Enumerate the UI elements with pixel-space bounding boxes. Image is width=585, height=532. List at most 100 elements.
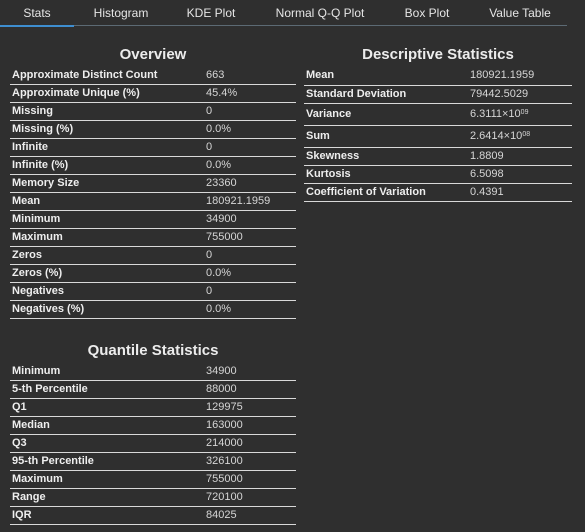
stat-value: 326100 <box>206 452 296 472</box>
stat-value: 0.0% <box>206 156 296 176</box>
stat-label: IQR <box>10 506 206 526</box>
stat-label: Q3 <box>10 434 206 454</box>
stat-value: 663 <box>206 67 296 86</box>
stat-value-text: 0 <box>206 105 213 118</box>
stat-value-text: 663 <box>206 69 225 82</box>
descriptive-statistics-title: Descriptive Statistics <box>362 46 514 63</box>
stat-value-text: 180921.1959 <box>470 69 535 82</box>
descriptive-row: Variance 6.3111×1009 <box>304 103 572 126</box>
stat-label: Mean <box>10 192 206 212</box>
overview-row: Missing (%) 0.0% <box>10 120 296 140</box>
overview-row: Zeros 0 <box>10 246 296 266</box>
stat-value-text: 2.6414×10 <box>470 129 523 142</box>
stat-value-text: 326100 <box>206 455 243 468</box>
tab-stats[interactable]: Stats <box>0 0 74 27</box>
stat-value-text: 720100 <box>206 491 243 504</box>
tab-normal-qq-plot[interactable]: Normal Q-Q Plot <box>275 6 365 20</box>
descriptive-row: Kurtosis 6.5098 <box>304 165 572 184</box>
stat-value-exponent: 08 <box>522 130 531 138</box>
stat-label: Missing <box>10 102 206 122</box>
stat-value: 755000 <box>206 470 296 490</box>
stat-value: 34900 <box>206 210 296 230</box>
stat-value-text: 129975 <box>206 401 243 414</box>
tab-bar: Stats Histogram KDE Plot Normal Q-Q Plot… <box>0 0 585 27</box>
stat-label: Standard Deviation <box>304 85 470 104</box>
stat-value: 180921.1959 <box>470 67 572 86</box>
overview-row: Memory Size 23360 <box>10 174 296 194</box>
stat-label: Missing (%) <box>10 120 206 140</box>
stat-value: 180921.1959 <box>206 192 296 212</box>
stat-label: 95-th Percentile <box>10 452 206 472</box>
stat-value: 79442.5029 <box>470 85 572 104</box>
quantile-row: Median 163000 <box>10 416 296 436</box>
stat-value: 0.0% <box>206 300 296 320</box>
stat-value: 214000 <box>206 434 296 454</box>
overview-row: Maximum 755000 <box>10 228 296 248</box>
overview-row: Missing 0 <box>10 102 296 122</box>
stat-value-text: 0.4391 <box>470 185 504 198</box>
overview-row: Negatives (%) 0.0% <box>10 300 296 320</box>
stat-value-text: 0.0% <box>206 303 232 316</box>
stat-value-text: 23360 <box>206 177 237 190</box>
quantile-row: Q1 129975 <box>10 398 296 418</box>
stat-value: 0.0% <box>206 120 296 140</box>
stat-label: Memory Size <box>10 174 206 194</box>
stat-label: Skewness <box>304 147 470 166</box>
tab-kde-plot[interactable]: KDE Plot <box>186 6 236 20</box>
stat-value-text: 0 <box>206 285 213 298</box>
stat-label: Sum <box>304 125 470 148</box>
stat-label: Kurtosis <box>304 165 470 184</box>
stat-value-text: 1.8809 <box>470 149 504 162</box>
stat-value: 163000 <box>206 416 296 436</box>
stat-value: 88000 <box>206 380 296 400</box>
stat-label: Infinite (%) <box>10 156 206 176</box>
overview-row: Negatives 0 <box>10 282 296 302</box>
tab-histogram[interactable]: Histogram <box>93 6 149 20</box>
quantile-row: IQR 84025 <box>10 506 296 526</box>
overview-row: Approximate Unique (%) 45.4% <box>10 84 296 104</box>
stat-value: 0.0% <box>206 264 296 284</box>
stat-value-text: 180921.1959 <box>206 195 271 208</box>
stat-value: 0 <box>206 102 296 122</box>
descriptive-statistics-table: Mean 180921.1959 Standard Deviation 79442.5… <box>304 67 572 202</box>
stat-value-text: 34900 <box>206 213 237 226</box>
stat-label: Negatives (%) <box>10 300 206 320</box>
stat-value: 0.4391 <box>470 183 572 202</box>
stat-value: 2.6414×1008 <box>470 125 572 148</box>
stat-label: Zeros (%) <box>10 264 206 284</box>
descriptive-row: Mean 180921.1959 <box>304 67 572 86</box>
stat-value: 0 <box>206 138 296 158</box>
stat-label: Infinite <box>10 138 206 158</box>
stat-value-text: 79442.5029 <box>470 87 529 100</box>
quantile-row: Maximum 755000 <box>10 470 296 490</box>
tab-value-table[interactable]: Value Table <box>489 6 551 20</box>
stat-value-text: 0 <box>206 249 213 262</box>
tab-box-plot[interactable]: Box Plot <box>404 6 450 20</box>
overview-row: Minimum 34900 <box>10 210 296 230</box>
stat-label: Mean <box>304 67 470 86</box>
stat-label: Variance <box>304 103 470 126</box>
stat-value: 755000 <box>206 228 296 248</box>
stat-label: Approximate Distinct Count <box>10 67 206 86</box>
stat-label: Minimum <box>10 210 206 230</box>
stat-label: Minimum <box>10 363 206 382</box>
stat-value-text: 45.4% <box>206 87 238 100</box>
stat-value-text: 6.3111×10 <box>470 107 521 120</box>
stat-label: Negatives <box>10 282 206 302</box>
stat-value-text: 755000 <box>206 473 243 486</box>
descriptive-row: Coefficient of Variation 0.4391 <box>304 183 572 202</box>
stat-label: Approximate Unique (%) <box>10 84 206 104</box>
stat-value: 720100 <box>206 488 296 508</box>
stat-value: 1.8809 <box>470 147 572 166</box>
stat-label: Coefficient of Variation <box>304 183 470 202</box>
stat-label: 5-th Percentile <box>10 380 206 400</box>
stat-label: Range <box>10 488 206 508</box>
overview-row: Approximate Distinct Count 663 <box>10 67 296 86</box>
quantile-statistics-table: Minimum 34900 5-th Percentile 88000 Q1 129975… <box>10 363 296 526</box>
tab-bar-divider <box>74 25 567 26</box>
descriptive-row: Sum 2.6414×1008 <box>304 125 572 148</box>
stat-value: 6.5098 <box>470 165 572 184</box>
stat-value-text: 84025 <box>206 509 237 522</box>
stat-value-text: 0 <box>206 141 213 154</box>
descriptive-row: Standard Deviation 79442.5029 <box>304 85 572 104</box>
